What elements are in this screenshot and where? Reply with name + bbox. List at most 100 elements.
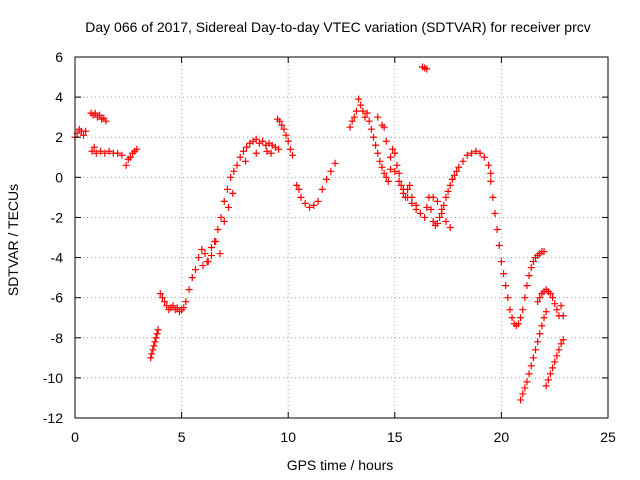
data-point bbox=[327, 167, 335, 175]
data-point bbox=[191, 266, 199, 274]
grid-lines bbox=[75, 57, 608, 418]
data-point bbox=[90, 143, 98, 151]
data-point bbox=[502, 282, 510, 290]
y-tick-label: -8 bbox=[51, 330, 64, 346]
data-point bbox=[365, 117, 373, 125]
y-tick-label: -4 bbox=[51, 250, 64, 266]
data-points bbox=[71, 63, 567, 404]
data-point bbox=[214, 225, 222, 233]
data-point bbox=[259, 137, 267, 145]
data-point bbox=[536, 330, 544, 338]
series-seg-j2 bbox=[374, 113, 420, 213]
y-tick-label: 6 bbox=[55, 49, 63, 65]
data-point bbox=[553, 352, 561, 360]
data-point bbox=[331, 159, 339, 167]
data-point bbox=[395, 177, 403, 185]
data-point bbox=[433, 219, 441, 227]
data-point bbox=[348, 117, 356, 125]
data-point bbox=[487, 169, 495, 177]
x-axis-title: GPS time / hours bbox=[287, 457, 394, 473]
y-tick-label: 4 bbox=[55, 89, 63, 105]
data-point bbox=[374, 113, 382, 121]
data-point bbox=[233, 161, 241, 169]
data-point bbox=[397, 181, 405, 189]
data-point bbox=[122, 161, 130, 169]
data-point bbox=[150, 342, 158, 350]
data-point bbox=[497, 258, 505, 266]
data-point bbox=[225, 203, 233, 211]
data-point bbox=[314, 197, 322, 205]
plot-frame bbox=[74, 56, 609, 419]
data-point bbox=[408, 199, 416, 207]
data-point bbox=[306, 203, 314, 211]
data-point bbox=[188, 274, 196, 282]
data-point bbox=[276, 117, 284, 125]
data-point bbox=[472, 147, 480, 155]
data-point bbox=[534, 298, 542, 306]
series-seg-a bbox=[71, 125, 90, 141]
data-point bbox=[427, 205, 435, 213]
data-point bbox=[546, 370, 554, 378]
y-tick-label: -12 bbox=[43, 410, 63, 426]
data-point bbox=[378, 163, 386, 171]
data-point bbox=[546, 290, 554, 298]
data-point bbox=[476, 149, 484, 157]
data-point bbox=[147, 354, 155, 362]
data-point bbox=[156, 290, 164, 298]
data-point bbox=[161, 298, 169, 306]
data-point bbox=[412, 201, 420, 209]
data-point bbox=[154, 326, 162, 334]
data-point bbox=[544, 376, 552, 384]
series-seg-h bbox=[274, 115, 296, 159]
data-point bbox=[514, 320, 522, 328]
data-point bbox=[363, 109, 371, 117]
data-point bbox=[346, 123, 354, 131]
data-point bbox=[538, 322, 546, 330]
data-point bbox=[169, 302, 177, 310]
data-point bbox=[163, 302, 171, 310]
data-point bbox=[442, 193, 450, 201]
data-point bbox=[252, 149, 260, 157]
series-seg-i bbox=[293, 159, 339, 211]
data-point bbox=[529, 258, 537, 266]
data-point bbox=[323, 175, 331, 183]
data-point bbox=[288, 151, 296, 159]
data-point bbox=[216, 250, 224, 258]
series-seg-b bbox=[87, 109, 110, 125]
data-point bbox=[91, 109, 99, 117]
data-point bbox=[517, 396, 525, 404]
data-point bbox=[223, 185, 231, 193]
series-seg-k bbox=[380, 123, 388, 131]
data-point bbox=[542, 382, 550, 390]
series-seg-j bbox=[346, 95, 414, 201]
data-point bbox=[382, 137, 390, 145]
data-point bbox=[519, 390, 527, 398]
y-tick-label: 0 bbox=[55, 169, 63, 185]
data-point bbox=[153, 330, 161, 338]
data-point bbox=[267, 149, 275, 157]
x-tick-label: 10 bbox=[280, 429, 296, 445]
data-point bbox=[455, 163, 463, 171]
data-point bbox=[438, 205, 446, 213]
data-point bbox=[149, 346, 157, 354]
data-point bbox=[182, 298, 190, 306]
x-tick-label: 5 bbox=[178, 429, 186, 445]
data-point bbox=[387, 165, 395, 173]
data-point bbox=[284, 137, 292, 145]
data-point bbox=[199, 262, 207, 270]
data-point bbox=[429, 193, 437, 201]
data-point bbox=[536, 294, 544, 302]
data-point bbox=[393, 161, 401, 169]
data-point bbox=[500, 270, 508, 278]
data-point bbox=[527, 264, 535, 272]
data-point bbox=[355, 95, 363, 103]
data-point bbox=[506, 306, 514, 314]
data-point bbox=[542, 308, 550, 316]
data-point bbox=[133, 145, 141, 153]
data-point bbox=[229, 189, 237, 197]
data-point bbox=[380, 169, 388, 177]
data-point bbox=[282, 131, 290, 139]
data-point bbox=[540, 248, 548, 256]
data-point bbox=[446, 181, 454, 189]
